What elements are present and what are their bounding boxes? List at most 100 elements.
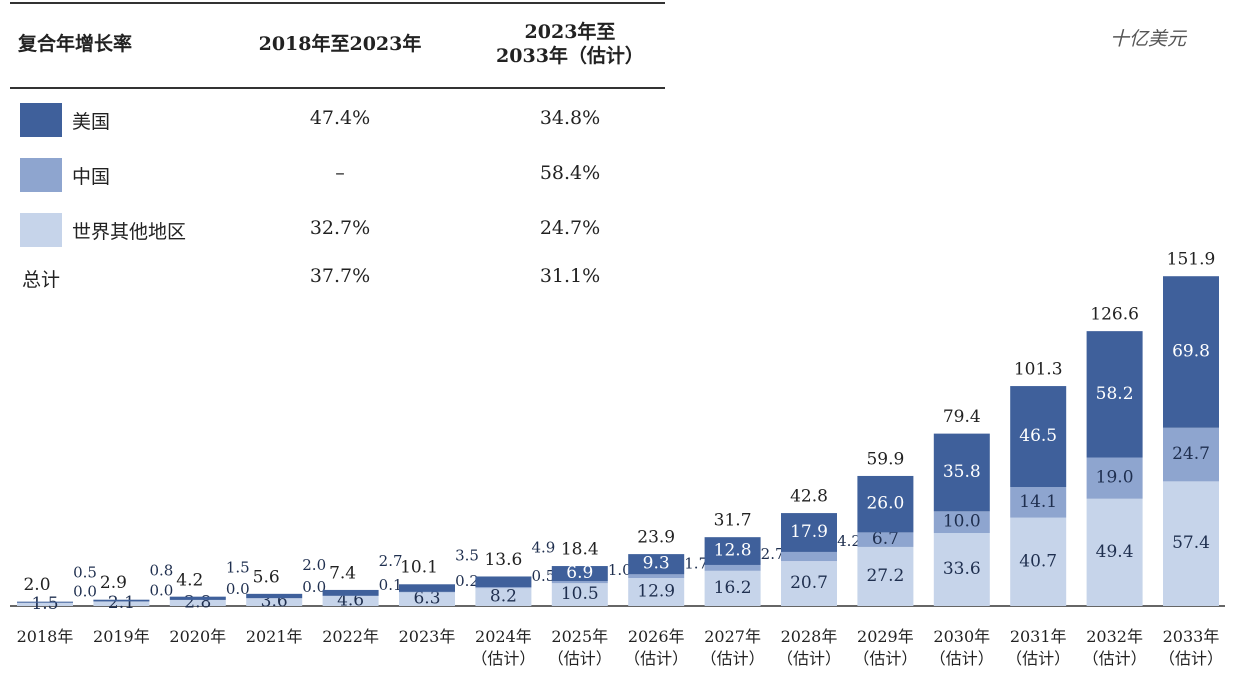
bar-segment: [246, 598, 303, 606]
bar-segment: [628, 554, 685, 575]
bar-segment: [1163, 276, 1219, 428]
value-label: 0.5: [531, 567, 555, 585]
cagr-value: 31.1%: [539, 265, 601, 287]
bar-segment: [322, 589, 379, 596]
legend-label: 中国: [72, 166, 111, 188]
x-tick-label: 2019年: [93, 627, 150, 646]
value-label: 10.5: [561, 584, 599, 604]
value-label: 24.7: [1172, 444, 1210, 464]
bar-segment: [933, 533, 990, 606]
value-label: 1.5: [31, 594, 58, 614]
value-label: 9.3: [643, 554, 670, 574]
total-label: 2.0: [23, 575, 50, 595]
bar-segment: [169, 596, 226, 600]
x-tick-label: 2031年 （估计）: [1006, 627, 1071, 668]
legend-label: 美国: [72, 111, 111, 133]
bar-segment: [933, 433, 990, 512]
total-label: 10.1: [400, 558, 438, 578]
value-label: 1.5: [226, 559, 250, 577]
total-label: 42.8: [790, 487, 828, 507]
value-label: 0.1: [379, 576, 403, 594]
x-tick-label: 2025年 （估计）: [547, 627, 612, 668]
value-label: 0.0: [226, 580, 250, 598]
total-label: 126.6: [1090, 305, 1139, 325]
value-label: 1.0: [608, 561, 632, 579]
cagr-value: –: [335, 162, 345, 184]
x-tick-label: 2022年: [322, 627, 379, 646]
x-tick-label: 2033年 （估计）: [1158, 627, 1223, 668]
value-label: 16.2: [714, 578, 752, 598]
bar-segment: [704, 564, 761, 571]
total-label: 7.4: [329, 563, 356, 583]
bar-segment: [857, 532, 914, 547]
value-label: 0.0: [149, 581, 173, 599]
bar-segment: [1086, 457, 1143, 499]
cagr-value: 58.4%: [539, 162, 601, 184]
bar-segment: [704, 570, 761, 606]
bar-segment: [399, 592, 455, 606]
bar-segment: [1086, 331, 1143, 458]
value-label: 40.7: [1019, 551, 1057, 571]
bar-segment: [475, 588, 532, 606]
legend-label: 世界其他地区: [72, 221, 187, 243]
table-header: 2023年至 2033年（估计）: [496, 21, 644, 67]
value-label: 26.0: [866, 494, 904, 514]
cagr-value: 37.7%: [309, 265, 371, 287]
table-header: 2018年至2023年: [258, 33, 422, 55]
value-label: 4.9: [531, 538, 555, 556]
total-label: 13.6: [484, 550, 522, 570]
bar-segment: [781, 551, 837, 562]
value-label: 2.7: [761, 545, 785, 563]
value-label: 10.0: [943, 512, 981, 532]
bar-segment: [322, 596, 379, 606]
bar-segment: [1086, 498, 1143, 606]
cagr-value: 32.7%: [309, 217, 371, 239]
value-label: 0.0: [73, 583, 97, 601]
value-label: 4.2: [837, 532, 861, 550]
bar-segment: [1163, 481, 1219, 606]
value-label: 49.4: [1096, 542, 1134, 562]
legend-swatch: [20, 103, 62, 137]
cagr-value: 24.7%: [539, 217, 601, 239]
value-label: 0.5: [73, 564, 97, 582]
value-label: 57.4: [1172, 533, 1210, 553]
value-label: 19.0: [1096, 468, 1134, 488]
legend-swatch: [20, 158, 62, 192]
table-header: 复合年增长率: [18, 33, 133, 55]
bar-segment: [1163, 427, 1219, 482]
x-tick-label: 2020年: [169, 627, 227, 646]
bar-segment: [857, 475, 914, 533]
value-label: 35.8: [943, 462, 981, 482]
value-label: 2.1: [108, 593, 135, 613]
bar-segment: [857, 546, 914, 606]
value-label: 12.8: [714, 541, 752, 561]
value-label: 6.9: [566, 563, 593, 583]
bar-segment: [475, 587, 532, 589]
cagr-value: 47.4%: [309, 107, 371, 129]
bar-segment: [781, 513, 837, 552]
total-label: 151.9: [1167, 250, 1216, 270]
bar-segment: [17, 602, 73, 606]
bar-segment: [933, 511, 990, 534]
value-label: 14.1: [1019, 492, 1057, 512]
value-label: 6.7: [872, 529, 899, 549]
value-label: 2.8: [184, 592, 211, 612]
x-tick-label: 2026年 （估计）: [624, 627, 689, 668]
total-label: 18.4: [561, 540, 599, 560]
value-label: 46.5: [1019, 426, 1057, 446]
total-label: 4.2: [176, 570, 203, 590]
value-label: 33.6: [943, 559, 981, 579]
value-label: 69.8: [1172, 341, 1210, 361]
value-label: 8.2: [490, 587, 517, 607]
total-label: 23.9: [637, 528, 675, 548]
x-tick-label: 2018年: [16, 627, 74, 646]
bar-segment: [781, 561, 837, 606]
cagr-value: 34.8%: [539, 107, 601, 129]
bar-segment: [1010, 487, 1067, 518]
bar-segment: [93, 599, 150, 602]
bar-segment: [704, 537, 761, 565]
x-tick-label: 2032年 （估计）: [1082, 627, 1147, 668]
value-label: 0.0: [302, 578, 326, 596]
